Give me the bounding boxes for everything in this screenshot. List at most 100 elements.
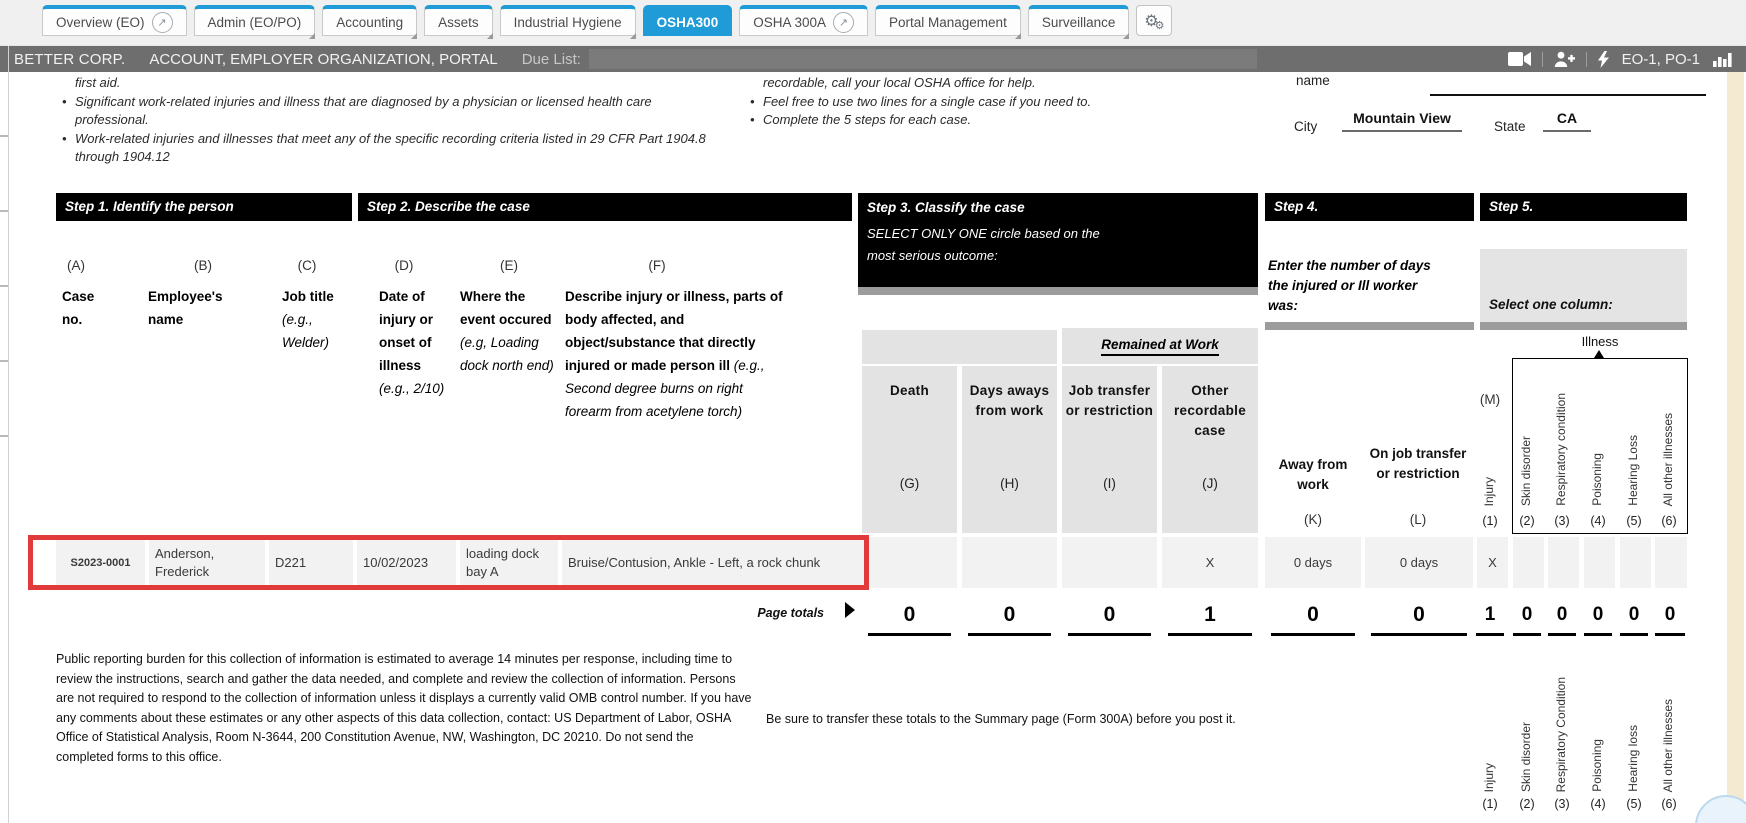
context-bar: BETTER CORP. ACCOUNT, EMPLOYER ORGANIZAT… [0, 46, 1746, 72]
step3-title: Step 3. Classify the case [867, 200, 1025, 215]
all-other-col-label: All other illnesses [1661, 412, 1675, 506]
bar-chart-icon[interactable] [1713, 52, 1732, 67]
tab-accounting[interactable]: Accounting [322, 5, 418, 39]
tab-osha300a-label: OSHA 300A [753, 14, 826, 30]
col-j-letter: (J) [1202, 476, 1218, 491]
state-value: CA [1543, 110, 1591, 132]
respiratory-col-label: Respiratory condition [1554, 393, 1568, 506]
col-g-letter: (G) [899, 476, 920, 491]
arrow-right-icon [845, 602, 855, 618]
step5-divider [1480, 322, 1687, 330]
poisoning-col-label: Poisoning [1590, 453, 1604, 506]
tab-admin-label: Admin (EO/PO) [207, 14, 302, 30]
paperwork-burden-notice: Public reporting burden for this collect… [56, 652, 752, 764]
other-recordable-mark-cell[interactable]: X [1162, 537, 1258, 588]
days-restriction-count-cell[interactable]: 0 days [1365, 537, 1473, 588]
col-3-letter: (3) [1554, 514, 1570, 528]
establishment-name-field[interactable] [1430, 94, 1706, 96]
death-mark-cell[interactable] [862, 537, 957, 588]
col-c-example: (e.g., Welder) [282, 312, 330, 350]
poisoning-mark-cell[interactable] [1584, 537, 1615, 588]
footer-injury-col-label: Injury [1482, 762, 1496, 792]
tab-surveillance[interactable]: Surveillance [1027, 5, 1130, 39]
total-job-transfer: 0 [1068, 598, 1151, 636]
add-user-icon[interactable] [1554, 51, 1575, 67]
injury-description-cell: Bruise/Contusion, Ankle - Left, a rock c… [562, 537, 862, 588]
tab-overview-eo[interactable]: Overview (EO) [42, 5, 187, 36]
death-label: Death [889, 383, 929, 398]
company-name: BETTER CORP. [14, 50, 126, 68]
floating-action-button[interactable] [1695, 795, 1746, 823]
col-b-letter: (B) [194, 258, 212, 273]
tab-portal-management[interactable]: Portal Management [875, 5, 1021, 39]
total-respiratory: 0 [1548, 598, 1576, 636]
step2-header: Step 2. Describe the case [358, 193, 852, 221]
tab-admin-eo-po[interactable]: Admin (EO/PO) [193, 5, 316, 39]
instructions-mid: recordable, call your local OSHA office … [748, 74, 1188, 130]
city-label: City [1294, 119, 1318, 134]
classify-col-other-recordable[interactable]: Other recordable case (J) [1162, 366, 1258, 533]
col-a-letter: (A) [67, 258, 85, 273]
tab-bar: Overview (EO) Admin (EO/PO) Accounting A… [0, 0, 1746, 46]
bolt-icon[interactable] [1597, 50, 1609, 68]
col-f-title: Describe injury or illness, parts of bod… [565, 289, 783, 373]
instructions-left-bullet-2: Work-related injuries and illnesses that… [62, 130, 720, 167]
skin-disorder-mark-cell[interactable] [1513, 537, 1544, 588]
context-title: ACCOUNT, EMPLOYER ORGANIZATION, PORTAL [149, 50, 498, 68]
instructions-left-bullet-1: Significant work-related injuries and il… [62, 93, 720, 130]
col-5-letter: (5) [1626, 514, 1642, 528]
all-other-mark-cell[interactable] [1655, 537, 1687, 588]
tab-industrial-hygiene[interactable]: Industrial Hygiene [499, 5, 636, 39]
illness-group-label: Illness [1581, 334, 1619, 349]
left-panel-edge[interactable] [8, 46, 9, 823]
step4-divider [1265, 322, 1474, 330]
away-from-work-label: Away from work [1278, 457, 1348, 492]
col-d-title: Date of injury or onset of illness [379, 289, 434, 373]
classify-col-days-away[interactable]: Days aways from work (H) [962, 366, 1057, 533]
divider [1585, 51, 1587, 67]
instructions-mid-bullet-1: Feel free to use two lines for a single … [750, 93, 1188, 112]
remained-at-work-label: Remained at Work [1101, 337, 1219, 356]
job-transfer-label: Job transfer or restriction [1065, 383, 1154, 418]
tab-overview-eo-label: Overview (EO) [56, 14, 145, 30]
scrollbar-track[interactable] [1727, 72, 1744, 823]
video-camera-icon[interactable] [1507, 52, 1531, 66]
job-transfer-mark-cell[interactable] [1062, 537, 1157, 588]
tab-osha300-active[interactable]: OSHA300 [642, 5, 733, 36]
footer-col-1-letter: (1) [1482, 797, 1498, 811]
injury-mark-cell[interactable]: X [1477, 537, 1508, 588]
step1-header: Step 1. Identify the person [56, 193, 352, 221]
state-label: State [1494, 119, 1526, 134]
classify-band-remained: Remained at Work [1062, 328, 1258, 364]
classify-col-job-transfer[interactable]: Job transfer or restriction (I) [1062, 366, 1157, 533]
respiratory-mark-cell[interactable] [1548, 537, 1579, 588]
col-f-label: Describe injury or illness, parts of bod… [565, 285, 787, 423]
establishment-name-label: name [1296, 73, 1330, 88]
instructions-left-continuation: first aid. [75, 75, 121, 90]
days-away-mark-cell[interactable] [962, 537, 1057, 588]
transfer-totals-note: Be sure to transfer these totals to the … [766, 712, 1236, 726]
due-list-area[interactable] [588, 49, 1257, 69]
step5-note: Select one column: [1489, 297, 1613, 312]
days-away-count-cell[interactable]: 0 days [1265, 537, 1361, 588]
footer-col-6-letter: (6) [1661, 797, 1677, 811]
illness-caret-icon [1594, 350, 1604, 358]
context-bar-actions: EO-1, PO-1 [1507, 46, 1732, 72]
step3-note-line1: SELECT ONLY ONE circle based on the [867, 226, 1100, 241]
footer-hearing-loss-col-label: Hearing loss [1626, 725, 1640, 792]
tab-assets[interactable]: Assets [424, 5, 493, 39]
col-l-letter: (L) [1409, 512, 1427, 527]
classify-col-death[interactable]: Death (G) [862, 366, 957, 533]
step3-note-line2: most serious outcome: [867, 248, 998, 263]
illness-columns-box [1512, 358, 1688, 534]
tab-osha300a[interactable]: OSHA 300A [739, 5, 868, 36]
col-m-letter: (M) [1479, 392, 1501, 407]
external-link-icon[interactable] [151, 11, 173, 33]
external-link-icon[interactable] [833, 11, 854, 33]
col-c-letter: (C) [297, 258, 317, 273]
col-a-label: Case no. [62, 289, 95, 327]
col-e-example: (e.g, Loading dock north end) [460, 335, 554, 373]
settings-gear-icon[interactable] [1136, 5, 1173, 36]
hearing-loss-mark-cell[interactable] [1620, 537, 1651, 588]
